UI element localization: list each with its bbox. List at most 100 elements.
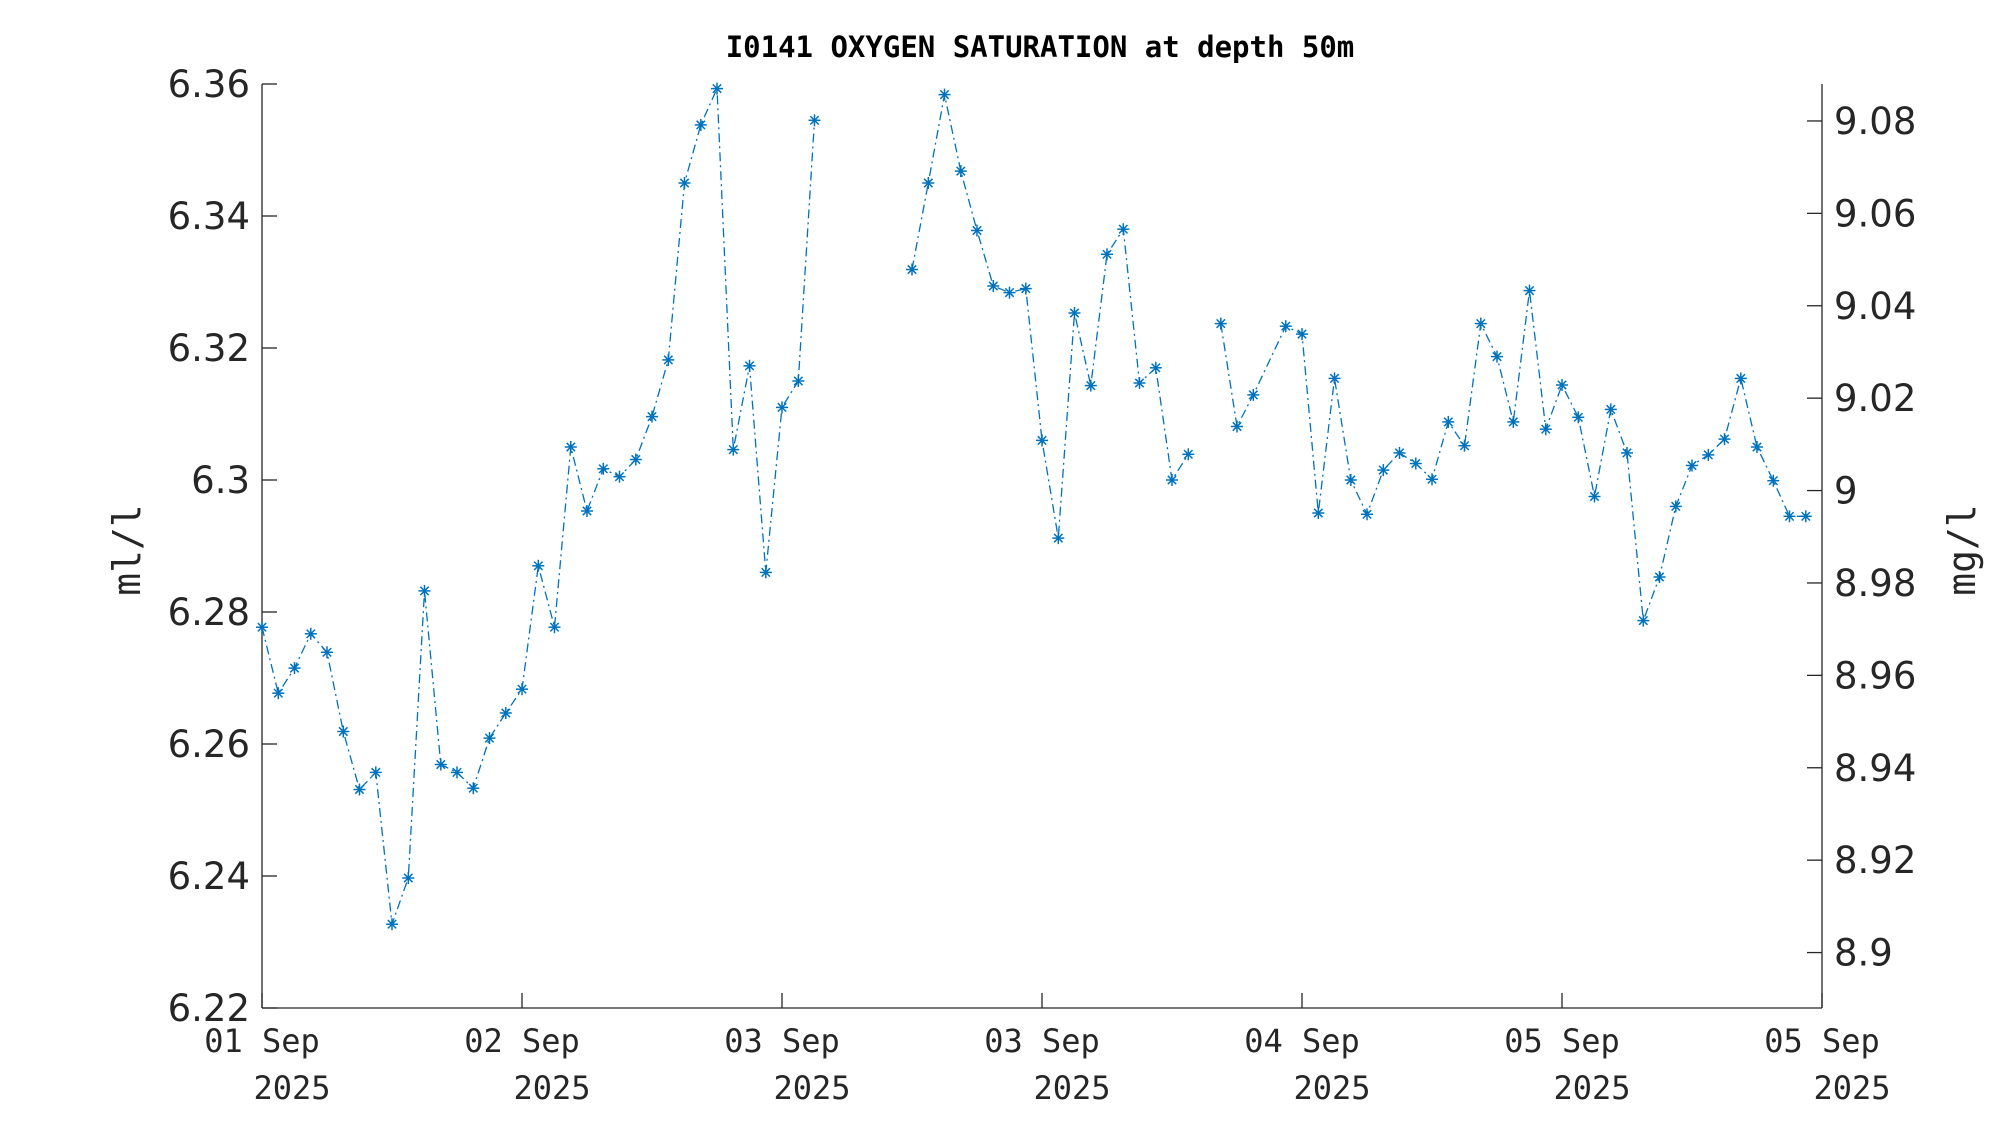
y-tick-label-right: 9.02 (1834, 377, 1916, 420)
x-tick-label-date: 04 Sep (1244, 1022, 1360, 1060)
data-point (1588, 490, 1601, 503)
series-line-segment (261, 88, 816, 925)
data-point (1068, 307, 1081, 319)
y-tick-label-right: 8.98 (1834, 562, 1916, 605)
series-oxygen-saturation (256, 82, 1812, 931)
data-point (954, 165, 967, 178)
data-point (1686, 459, 1698, 472)
data-point (1101, 248, 1113, 261)
data-point (1117, 223, 1130, 236)
data-point (418, 584, 431, 597)
data-point (532, 559, 545, 572)
data-point (971, 224, 983, 237)
y-tick-label-right: 9 (1834, 470, 1858, 513)
data-point (1279, 320, 1292, 333)
data-point (1019, 282, 1032, 295)
data-point (369, 766, 382, 779)
y-tick-label-left: 6.3 (191, 459, 250, 502)
data-point (548, 621, 561, 634)
data-point (1653, 571, 1666, 583)
y-tick-label-right: 8.94 (1834, 747, 1916, 790)
data-point (1344, 474, 1357, 486)
data-point (743, 359, 756, 372)
data-point (646, 410, 658, 423)
data-point (938, 88, 951, 101)
data-point (499, 707, 512, 719)
data-point (711, 82, 723, 95)
x-tick-label-year: 2025 (1293, 1069, 1370, 1107)
x-tick-label-year: 2025 (513, 1069, 590, 1107)
data-point (1442, 415, 1455, 428)
y-tick-label-right: 9.06 (1834, 192, 1916, 235)
data-point (256, 621, 268, 634)
x-tick-label-year: 2025 (1033, 1069, 1110, 1107)
data-point (1409, 457, 1422, 470)
data-point (727, 443, 740, 456)
data-point (922, 177, 935, 189)
data-point (1328, 372, 1341, 385)
data-point (906, 263, 918, 276)
data-point (1036, 434, 1048, 447)
plot-area: 6.22 6.24 6.26 6.28 6.3 6.32 6.34 6.36 8.9 8.92 8.… (168, 63, 1917, 1107)
x-tick-label-date: 05 Sep (1764, 1022, 1880, 1060)
data-point (1539, 423, 1552, 436)
data-point (564, 441, 577, 453)
data-point (402, 872, 415, 884)
data-point (1182, 448, 1195, 461)
x-tick-label-year: 2025 (773, 1069, 850, 1107)
data-point (288, 662, 301, 675)
data-point (1393, 446, 1406, 459)
y-tick-label-left: 6.32 (168, 327, 250, 370)
data-point (792, 375, 805, 387)
data-point (1718, 433, 1731, 446)
data-point (759, 566, 772, 579)
data-point (987, 280, 1000, 292)
data-point (272, 687, 285, 700)
x-tick-label-date: 03 Sep (724, 1022, 840, 1060)
data-point (516, 683, 528, 696)
data-point (434, 758, 447, 771)
y-axis-label-left: ml/l (105, 504, 149, 596)
data-point (1084, 379, 1097, 392)
data-point (1052, 532, 1065, 545)
data-point (1312, 507, 1325, 519)
x-tick-label-date: 01 Sep (204, 1022, 320, 1060)
data-point (337, 725, 350, 738)
y-tick-label-left: 6.28 (168, 591, 250, 634)
chart-title: I0141 OXYGEN SATURATION at depth 50m (726, 30, 1355, 64)
data-point (1458, 439, 1471, 452)
data-point (1556, 379, 1568, 391)
data-point (1247, 388, 1260, 401)
data-point (1799, 510, 1812, 523)
data-point (386, 918, 398, 931)
data-point (451, 766, 463, 779)
data-point (1166, 474, 1178, 486)
data-point (1426, 473, 1438, 486)
y-tick-label-left: 6.24 (168, 855, 250, 898)
data-point (694, 118, 707, 131)
data-point (1621, 446, 1633, 459)
y-tick-label-left: 6.26 (168, 723, 250, 766)
data-point (1637, 614, 1650, 627)
y-tick-label-right: 9.04 (1834, 285, 1916, 328)
data-point (1231, 420, 1243, 433)
data-point (321, 646, 333, 659)
x-tick-label-year: 2025 (1813, 1069, 1890, 1107)
data-point (613, 470, 626, 483)
data-point (662, 353, 675, 366)
data-point (1491, 350, 1503, 363)
y-tick-label-right: 8.92 (1834, 839, 1916, 882)
data-point (1669, 500, 1682, 513)
data-point (1702, 448, 1715, 461)
series-line-segment (911, 94, 1189, 539)
data-point (1751, 441, 1763, 453)
data-point (1133, 377, 1146, 389)
y-axis-label-right: mg/l (1940, 504, 1984, 596)
y-tick-label-right: 8.96 (1834, 654, 1916, 697)
x-tick-label-year: 2025 (1553, 1069, 1630, 1107)
data-point (483, 732, 496, 745)
data-point (1572, 411, 1585, 424)
data-point (1523, 284, 1536, 297)
y-tick-label-left: 6.34 (168, 195, 250, 238)
